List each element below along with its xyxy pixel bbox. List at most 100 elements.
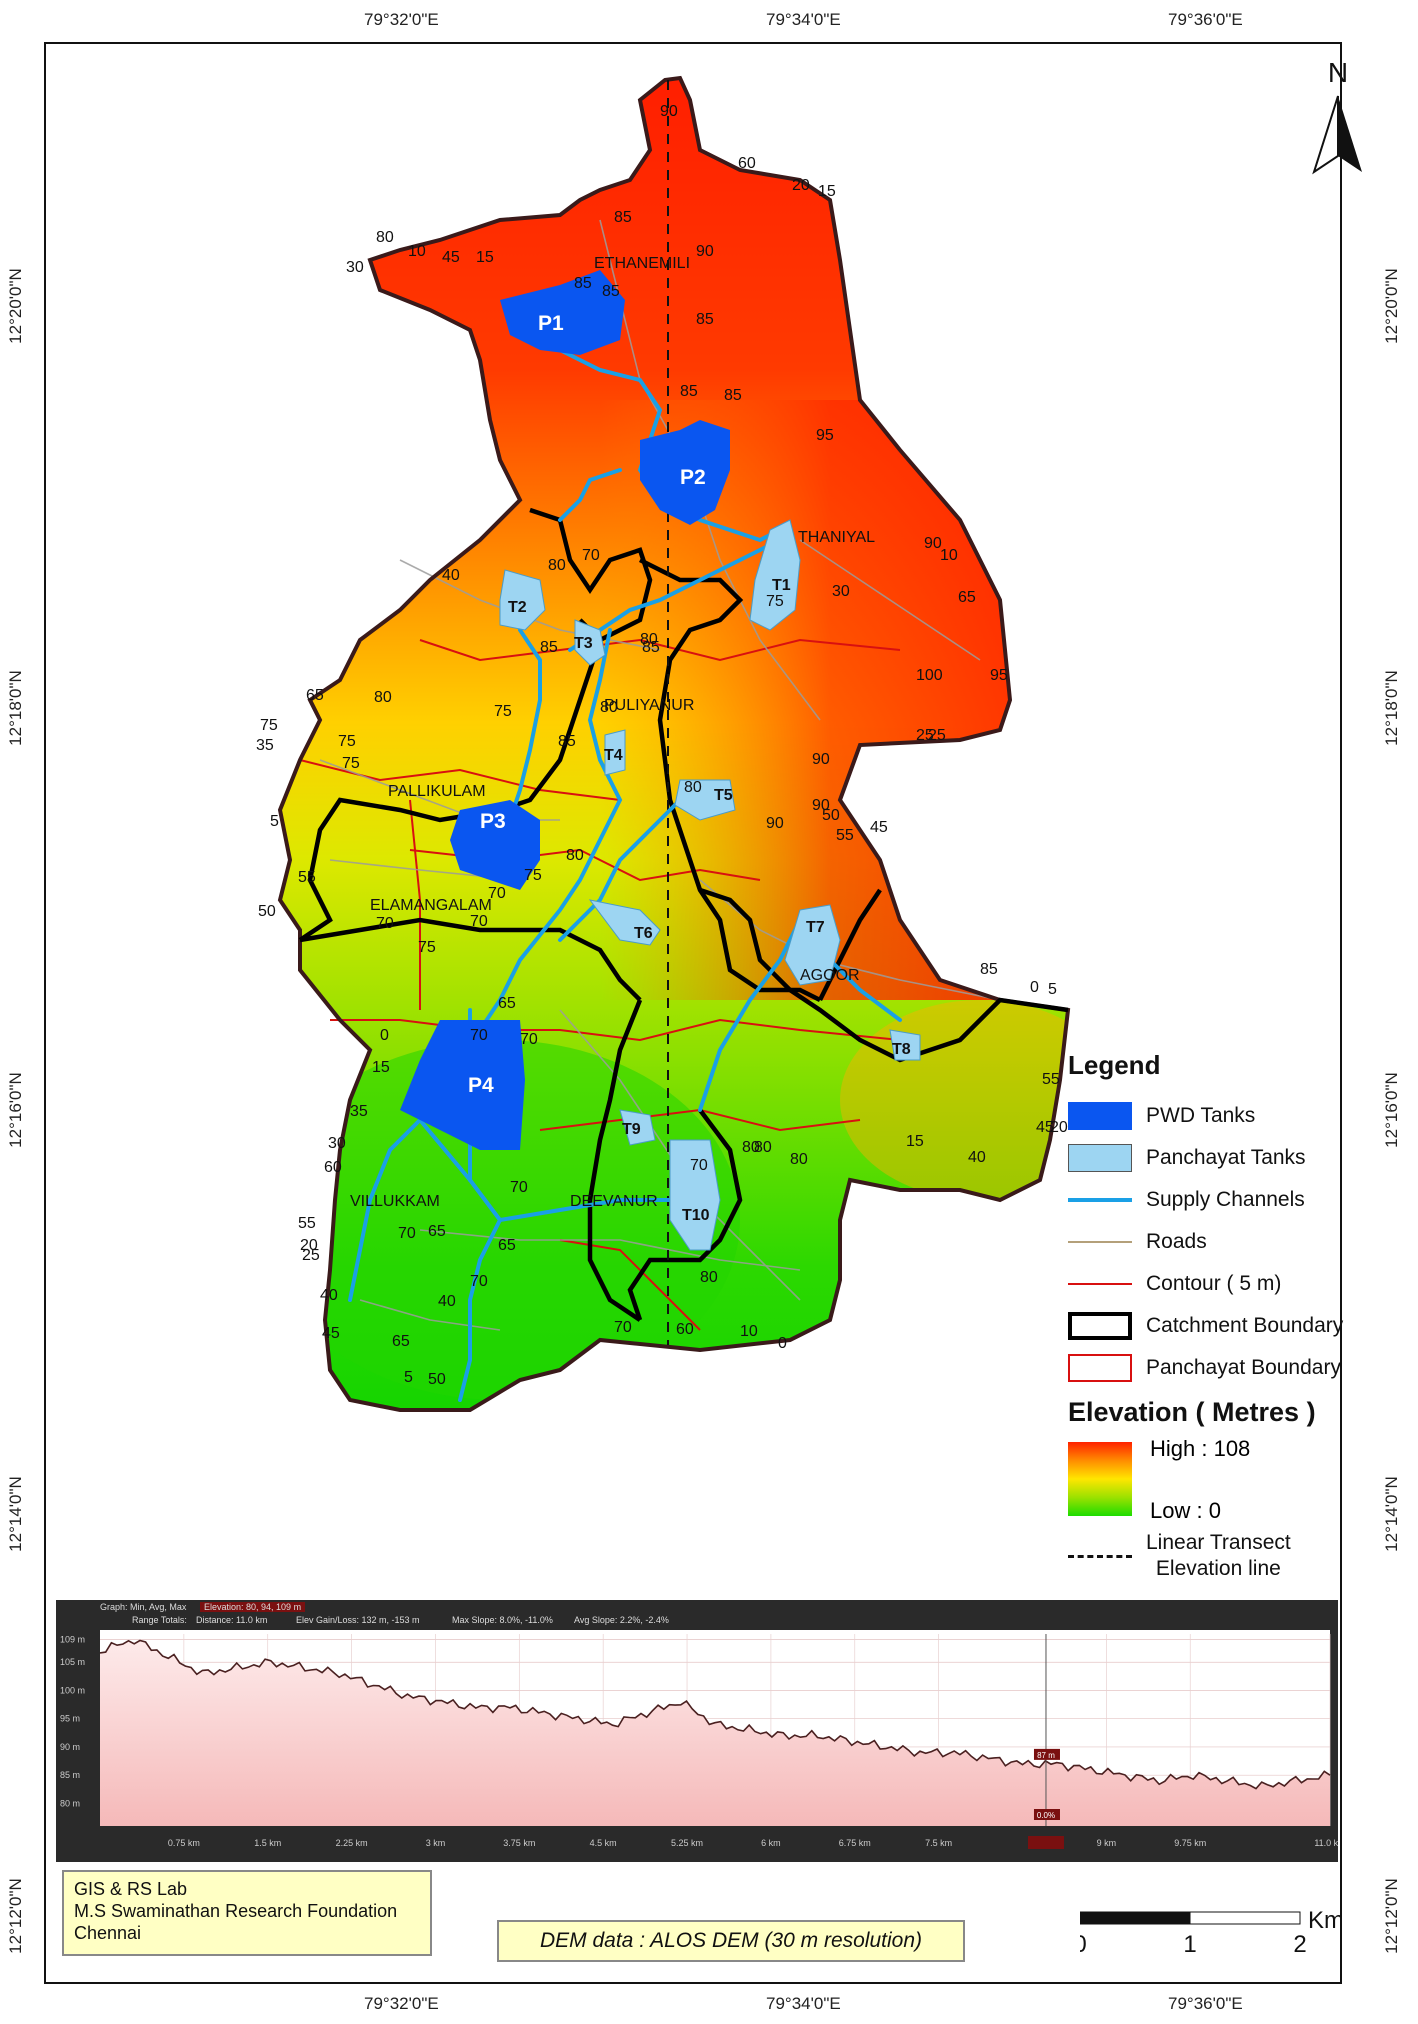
label-t3: T3	[574, 635, 593, 652]
contour-label: 70	[470, 1027, 488, 1044]
contour-label: 25	[928, 727, 946, 744]
scale-bar: 0 1 2 Km	[1073, 1902, 1344, 1977]
contour-label: 85	[696, 311, 714, 328]
contour-label: 60	[738, 155, 756, 172]
contour-label: 65	[306, 687, 324, 704]
profile-x-tick: 1.5 km	[254, 1838, 281, 1848]
pwd-tanks	[400, 270, 730, 1150]
legend-item-contour: Contour ( 5 m)	[1068, 1263, 1348, 1305]
scale-2: 2	[1293, 1931, 1306, 1958]
scale-1: 1	[1183, 1931, 1196, 1958]
contour-label: 75	[524, 867, 542, 884]
tank-t4	[604, 729, 626, 776]
tank-p2	[640, 420, 730, 525]
contour-label: 70	[470, 913, 488, 930]
place-deevanur: DEEVANUR	[570, 1193, 658, 1210]
contour-label: 75	[766, 593, 784, 610]
place-villukkam: VILLUKKAM	[350, 1193, 440, 1210]
map-frame	[44, 42, 1342, 1984]
tank-p4	[400, 1020, 525, 1150]
legend-item-roads: Roads	[1068, 1221, 1348, 1263]
contour-label: 70	[520, 1031, 538, 1048]
catchment-swatch	[1068, 1312, 1132, 1340]
contour-label: 85	[642, 639, 660, 656]
place-thaniyal: THANIYAL	[798, 529, 875, 546]
contour-label: 40	[438, 1293, 456, 1310]
label-t5: T5	[714, 787, 733, 804]
scale-0: 0	[1080, 1931, 1087, 1958]
legend-label: PWD Tanks	[1146, 1104, 1256, 1127]
profile-y-tick: 90 m	[60, 1742, 80, 1752]
label-p1: P1	[538, 312, 564, 335]
contour-label: 30	[346, 259, 364, 276]
elevation-high: High : 108	[1150, 1436, 1251, 1461]
legend-item-panchayat-boundary: Panchayat Boundary	[1068, 1347, 1348, 1389]
elevation-title: Elevation ( Metres )	[1068, 1397, 1316, 1427]
contour-label: 65	[958, 589, 976, 606]
contour-label: 10	[408, 243, 426, 260]
contour-label: 30	[832, 583, 850, 600]
contour-label: 75	[342, 755, 360, 772]
contour-label: 45	[1036, 1119, 1054, 1136]
profile-x-tick: 3.75 km	[503, 1838, 535, 1848]
contour-label: 80	[548, 557, 566, 574]
contour-label: 60	[324, 1159, 342, 1176]
lat-label-left-5: 12°12'0"N	[5, 1878, 25, 1954]
profile-x-tick: 7.5 km	[925, 1838, 952, 1848]
contour-label: 20	[300, 1237, 318, 1254]
credit-line-3: Chennai	[74, 1923, 142, 1943]
contour-label: 65	[392, 1333, 410, 1350]
profile-avg-slope: Avg Slope: 2.2%, -2.4%	[574, 1615, 669, 1625]
contour-label: 90	[660, 103, 678, 120]
contour-label: 95	[990, 667, 1008, 684]
elevation-low: Low : 0	[1150, 1498, 1221, 1523]
contour-label: 85	[602, 283, 620, 300]
credit-line-2: M.S Swaminathan Research Foundation	[74, 1901, 398, 1921]
label-p4: P4	[468, 1074, 494, 1097]
contour-label: 70	[614, 1319, 632, 1336]
contour-label: 80	[742, 1139, 760, 1156]
label-t8: T8	[892, 1041, 911, 1058]
profile-range-totals: Range Totals:	[132, 1615, 187, 1625]
contour-label: 55	[836, 827, 854, 844]
contour-label: 70	[376, 915, 394, 932]
contour-label: 40	[442, 567, 460, 584]
profile-x-tick: 3 km	[426, 1838, 446, 1848]
north-arrow-icon: N	[1312, 57, 1362, 175]
profile-x-tick: 2.25 km	[336, 1838, 368, 1848]
contour-label: 100	[916, 667, 943, 684]
contour-label: 45	[322, 1325, 340, 1342]
contour-label: 70	[398, 1225, 416, 1242]
profile-plot: 109 m 105 m 100 m 95 m 90 m 85 m 80 m 0.75 km 1…	[60, 1630, 1338, 1849]
contour-label: 90	[812, 751, 830, 768]
contour-label: 55	[298, 869, 316, 886]
contour-label: 80	[754, 1139, 772, 1156]
contour-label: 90	[924, 535, 942, 552]
lat-label-right-5: 12°12'0"N	[1381, 1878, 1401, 1954]
contour-label: 25	[302, 1247, 320, 1264]
elevation-gradient	[1068, 1442, 1132, 1516]
lon-label-top-1: 79°32'0"E	[364, 10, 439, 29]
label-t6: T6	[634, 925, 653, 942]
place-elamangalam: ELAMANGALAM	[370, 897, 492, 914]
contour-label: 40	[320, 1287, 338, 1304]
scale-unit: Km	[1308, 1907, 1340, 1934]
contour-label: 30	[328, 1135, 346, 1152]
contour-label: 85	[540, 639, 558, 656]
label-t9: T9	[622, 1121, 641, 1138]
contour-label: 75	[260, 717, 278, 734]
legend-label: Roads	[1146, 1230, 1207, 1253]
contour-label: 65	[498, 1237, 516, 1254]
contour-label: 35	[350, 1103, 368, 1120]
road-swatch	[1068, 1228, 1132, 1256]
contour-label: 60	[676, 1321, 694, 1338]
supply-channels	[348, 348, 902, 1402]
contour-label: 5	[270, 813, 279, 830]
contour-label: 70	[470, 1273, 488, 1290]
contour-label: 15	[476, 249, 494, 266]
contour-label: 90	[812, 797, 830, 814]
contour-label: 15	[818, 183, 836, 200]
supply-channel-swatch	[1068, 1186, 1132, 1214]
contour-label: 65	[498, 995, 516, 1012]
